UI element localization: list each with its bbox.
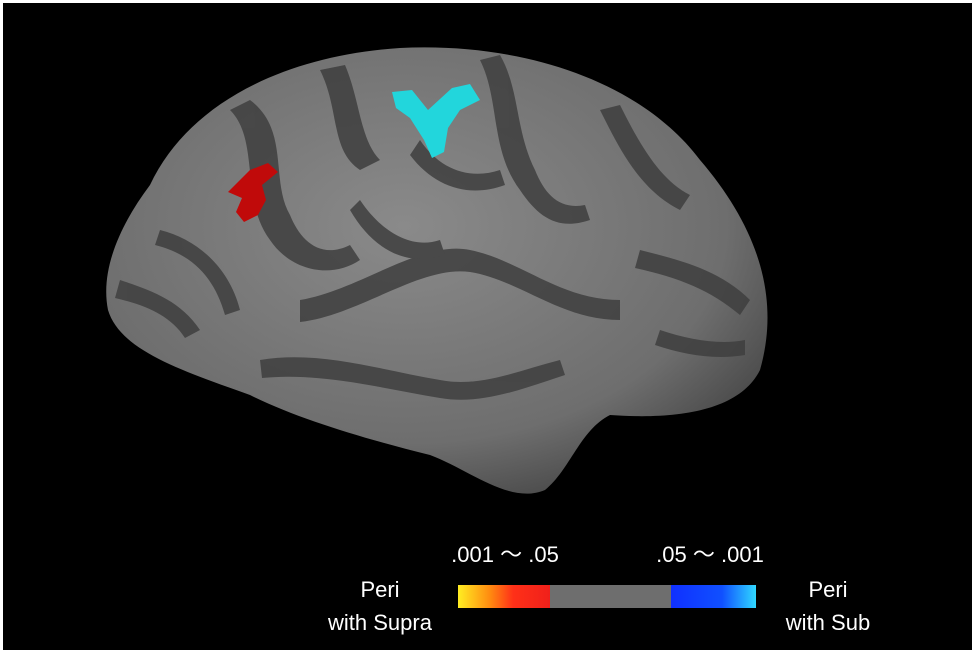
- warm-scale: [458, 585, 550, 608]
- brain-surface: [106, 47, 768, 494]
- side-label: with Sub: [785, 610, 870, 635]
- side-label: Peri: [360, 577, 399, 602]
- red-cluster: [228, 163, 278, 222]
- colorbar: [458, 585, 756, 608]
- side-label: with Supra: [327, 610, 433, 635]
- side-label: Peri: [808, 577, 847, 602]
- range-label: .001 〜 .05: [451, 542, 559, 567]
- range-label: .05 〜 .001: [656, 542, 764, 567]
- neutral-scale: [550, 585, 671, 608]
- cyan-cluster: [392, 84, 480, 158]
- cool-scale: [671, 585, 756, 608]
